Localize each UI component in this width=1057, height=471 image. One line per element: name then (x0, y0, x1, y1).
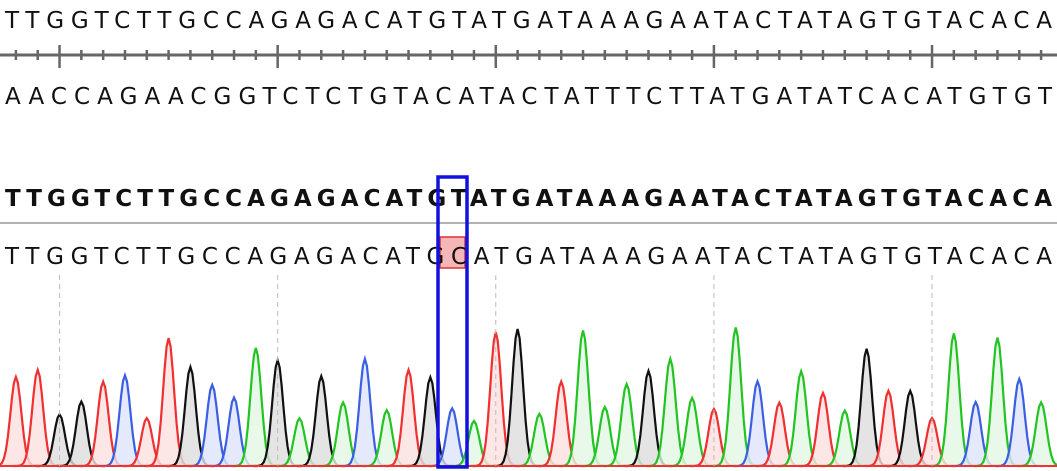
ruler (0, 45, 1057, 68)
mismatch-highlight (439, 236, 466, 269)
reverse-sequence: AACCAGAACGGTCTCTGTACATACTATTTCTTATGATATC… (5, 84, 1053, 110)
read-sequence: TTGGTCTTGCCAGAGACATGCATGATAAAGAATACTATAG… (4, 244, 1052, 270)
reference-sequence: TTGGTCTTGCCAGAGACATGTATGATAAAGAATACTATAG… (5, 186, 1052, 212)
selection-box[interactable] (436, 175, 469, 469)
forward-sequence: TTGGTCTTGCCAGAGACATGTATGATAAAGAATACTATAG… (4, 8, 1052, 34)
trace (0, 327, 1057, 468)
